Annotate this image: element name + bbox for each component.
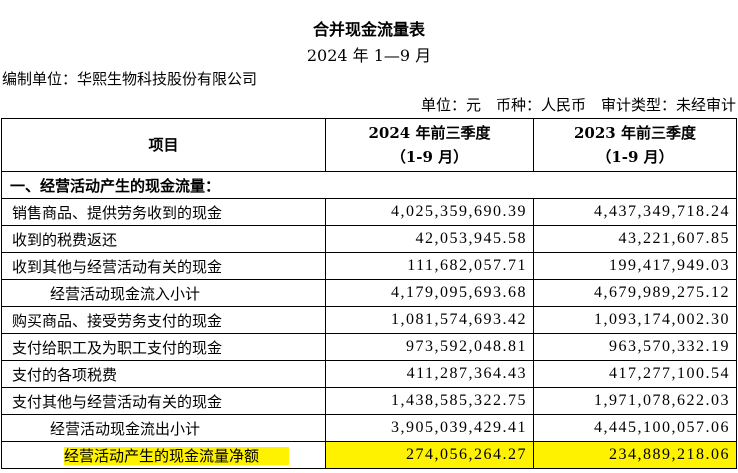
header-cell: 项目 <box>1 118 326 172</box>
value-cell: 4,437,349,718.24 <box>533 198 737 226</box>
item-text: 支付的各项税费 <box>12 365 118 384</box>
header-cell: 2024 年前三季度 （1-9 月） <box>325 118 534 172</box>
section-cell: 一、经营活动产生的现金流量： <box>1 171 737 199</box>
item-cell: 购买商品、接受劳务支付的现金 <box>1 306 326 334</box>
table-row: 经营活动现金流出小计 3,905,039,429.41 4,445,100,057.… <box>1 414 737 442</box>
item-cell: 收到其他与经营活动有关的现金 <box>1 252 326 280</box>
value-cell: 4,179,095,693.68 <box>325 279 534 307</box>
item-cell: 经营活动现金流出小计 <box>1 414 326 442</box>
header-text: 2023 年前三季度 <box>574 124 696 142</box>
item-text: 经营活动产生的现金流量净额 <box>64 446 290 465</box>
table-row: 支付的各项税费 411,287,364.43 417,277,100.54 <box>1 360 737 388</box>
table-row: 经营活动产生的现金流量净额 274,056,264.27 234,889,218.0… <box>1 441 737 469</box>
header-note: （1-9 月） <box>390 148 469 166</box>
value-cell: 199,417,949.03 <box>533 252 737 280</box>
item-text: 经营活动现金流入小计 <box>50 284 201 303</box>
value-cell: 973,592,048.81 <box>325 333 534 361</box>
value-cell: 1,093,174,002.30 <box>533 306 737 334</box>
value-cell: 1,081,574,693.42 <box>325 306 534 334</box>
header-note: （1-9 月） <box>596 148 674 166</box>
table-row: 销售商品、提供劳务收到的现金 4,025,359,690.39 4,437,349,… <box>1 198 737 226</box>
item-cell: 经营活动产生的现金流量净额 <box>1 441 326 469</box>
value-cell: 417,277,100.54 <box>533 360 737 388</box>
units: 单位：元 币种：人民币 审计类型：未经审计 <box>420 96 736 114</box>
item-text: 收到的税费返还 <box>12 230 118 249</box>
table-row: 支付给职工及为职工支付的现金 973,592,048.81 963,570,332.… <box>1 333 737 361</box>
value-cell: 4,679,989,275.12 <box>533 279 737 307</box>
value-cell: 4,025,359,690.39 <box>325 198 534 226</box>
item-cell: 经营活动现金流入小计 <box>1 279 326 307</box>
value-cell: 234,889,218.06 <box>533 441 737 469</box>
item-text: 支付给职工及为职工支付的现金 <box>12 338 223 357</box>
value-cell: 42,053,945.58 <box>325 225 534 253</box>
header-row: 项目 2024 年前三季度 （1-9 月） 2023 年前三季度 （1-9 月） <box>1 118 737 172</box>
item-cell: 收到的税费返还 <box>1 225 326 253</box>
section-row: 一、经营活动产生的现金流量： <box>1 171 737 199</box>
item-text: 支付其他与经营活动有关的现金 <box>12 392 223 411</box>
title: 合并现金流量表 <box>312 20 425 39</box>
period: 2024 年 1—9 月 <box>306 46 432 65</box>
cash-flow-table: 项目 2024 年前三季度 （1-9 月） 2023 年前三季度 （1-9 月） 一… <box>1 118 737 469</box>
item-text: 销售商品、提供劳务收到的现金 <box>12 203 223 222</box>
value-cell: 274,056,264.27 <box>325 441 534 469</box>
item-text: 购买商品、接受劳务支付的现金 <box>12 311 223 330</box>
table-row: 收到其他与经营活动有关的现金 111,682,057.71 199,417,949.… <box>1 252 737 280</box>
value-cell: 963,570,332.19 <box>533 333 737 361</box>
item-text: 经营活动现金流出小计 <box>50 419 201 438</box>
table-row: 购买商品、接受劳务支付的现金 1,081,574,693.42 1,093,174,… <box>1 306 737 334</box>
item-cell: 销售商品、提供劳务收到的现金 <box>1 198 326 226</box>
company: 编制单位：华熙生物科技股份有限公司 <box>2 70 258 88</box>
value-cell: 43,221,607.85 <box>533 225 737 253</box>
header-cell: 2023 年前三季度 （1-9 月） <box>533 118 737 172</box>
item-cell: 支付其他与经营活动有关的现金 <box>1 387 326 415</box>
value-cell: 411,287,364.43 <box>325 360 534 388</box>
value-cell: 111,682,057.71 <box>325 252 534 280</box>
value-cell: 1,971,078,622.03 <box>533 387 737 415</box>
header-text: 2024 年前三季度 <box>368 124 491 142</box>
item-cell: 支付的各项税费 <box>1 360 326 388</box>
table-row: 支付其他与经营活动有关的现金 1,438,585,322.75 1,971,078,… <box>1 387 737 415</box>
table-row: 经营活动现金流入小计 4,179,095,693.68 4,679,989,275.… <box>1 279 737 307</box>
item-text: 收到其他与经营活动有关的现金 <box>12 257 223 276</box>
value-cell: 1,438,585,322.75 <box>325 387 534 415</box>
table-row: 收到的税费返还 42,053,945.58 43,221,607.85 <box>1 225 737 253</box>
item-cell: 支付给职工及为职工支付的现金 <box>1 333 326 361</box>
value-cell: 4,445,100,057.06 <box>533 414 737 442</box>
value-cell: 3,905,039,429.41 <box>325 414 534 442</box>
